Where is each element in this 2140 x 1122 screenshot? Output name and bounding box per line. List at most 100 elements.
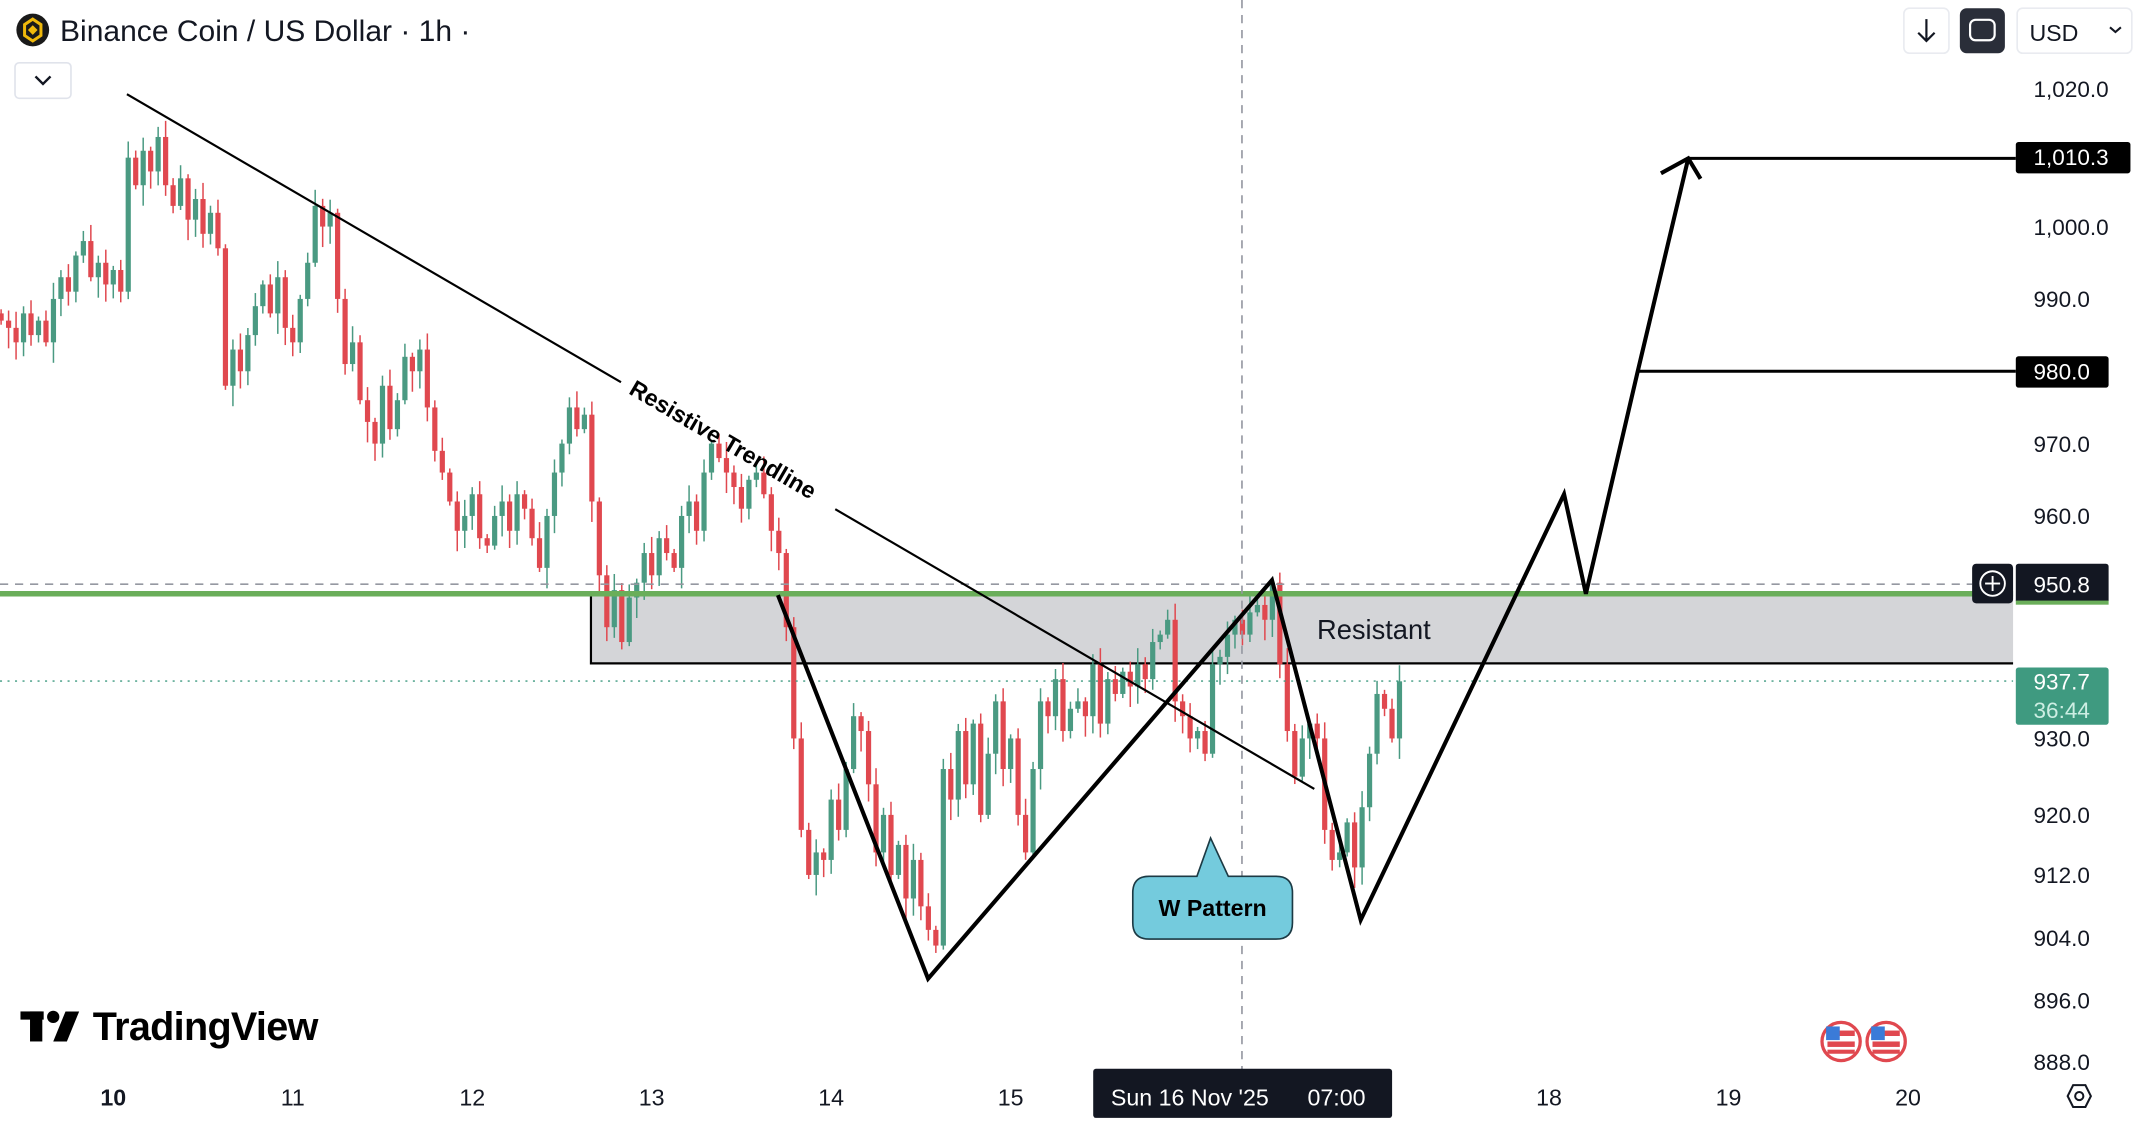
candle[interactable] xyxy=(1150,642,1156,680)
candle[interactable] xyxy=(880,814,887,853)
candle[interactable] xyxy=(761,472,767,495)
candle[interactable] xyxy=(492,515,498,546)
candle[interactable] xyxy=(297,298,303,343)
candle[interactable] xyxy=(417,349,423,372)
candle[interactable] xyxy=(1359,807,1365,868)
candle[interactable] xyxy=(13,327,19,343)
candle[interactable] xyxy=(387,385,393,430)
candle[interactable] xyxy=(110,269,116,285)
candle[interactable] xyxy=(133,157,139,186)
candle[interactable] xyxy=(177,178,184,206)
candle[interactable] xyxy=(379,385,386,444)
candle[interactable] xyxy=(955,731,961,800)
candle[interactable] xyxy=(783,553,789,628)
candle[interactable] xyxy=(753,472,759,480)
candle[interactable] xyxy=(275,277,281,314)
candle[interactable] xyxy=(118,269,124,292)
candle[interactable] xyxy=(529,508,535,539)
w-pattern-callout[interactable]: W Pattern xyxy=(1131,835,1294,940)
candle[interactable] xyxy=(798,738,804,830)
candle[interactable] xyxy=(656,538,662,576)
candle[interactable] xyxy=(708,443,715,473)
us-economic-event-icon[interactable] xyxy=(1865,1020,1907,1063)
candle[interactable] xyxy=(245,335,251,372)
candle[interactable] xyxy=(327,212,333,227)
candle[interactable] xyxy=(50,298,57,343)
candle[interactable] xyxy=(1187,716,1193,739)
candle[interactable] xyxy=(409,356,415,372)
candle[interactable] xyxy=(813,852,819,875)
candle[interactable] xyxy=(1067,708,1074,732)
candle[interactable] xyxy=(155,136,161,172)
tradingview-logo[interactable]: TradingView xyxy=(20,1005,319,1049)
candle[interactable] xyxy=(1090,664,1096,717)
candle[interactable] xyxy=(1157,634,1163,643)
candle[interactable] xyxy=(1000,701,1006,770)
candle[interactable] xyxy=(1396,681,1403,739)
candle[interactable] xyxy=(671,553,677,568)
candle[interactable] xyxy=(1015,738,1021,815)
candle[interactable] xyxy=(895,844,902,875)
candle[interactable] xyxy=(342,298,348,365)
candle[interactable] xyxy=(836,799,842,830)
candle[interactable] xyxy=(910,859,917,899)
candle[interactable] xyxy=(619,590,625,643)
w-pattern-path[interactable] xyxy=(776,157,1691,983)
candle[interactable] xyxy=(35,320,42,336)
candle[interactable] xyxy=(701,472,707,531)
candle[interactable] xyxy=(993,701,999,754)
candle[interactable] xyxy=(5,320,12,328)
currency-select[interactable]: USD xyxy=(2016,7,2133,55)
candle[interactable] xyxy=(163,136,169,186)
candle[interactable] xyxy=(484,538,490,546)
resistance-zone[interactable] xyxy=(590,593,2014,664)
candle[interactable] xyxy=(364,400,371,422)
symbol-title[interactable]: Binance Coin / US Dollar · 1h · xyxy=(60,15,470,48)
candle[interactable] xyxy=(215,212,221,249)
candle[interactable] xyxy=(1329,829,1335,860)
candle[interactable] xyxy=(499,501,505,516)
candle[interactable] xyxy=(1030,769,1036,853)
candle[interactable] xyxy=(679,515,685,568)
candle[interactable] xyxy=(1112,679,1118,694)
candle[interactable] xyxy=(58,277,64,299)
candle[interactable] xyxy=(604,575,610,628)
candle[interactable] xyxy=(566,407,573,444)
candle[interactable] xyxy=(454,501,460,531)
candle[interactable] xyxy=(1337,852,1343,860)
candle[interactable] xyxy=(1097,664,1103,724)
candle[interactable] xyxy=(312,205,318,263)
candle[interactable] xyxy=(148,150,154,172)
candle[interactable] xyxy=(731,472,737,488)
candle[interactable] xyxy=(521,494,528,509)
candle[interactable] xyxy=(1075,701,1081,709)
candle[interactable] xyxy=(507,501,513,531)
candle[interactable] xyxy=(746,479,752,509)
candle[interactable] xyxy=(985,753,991,815)
candle[interactable] xyxy=(716,443,722,459)
candle[interactable] xyxy=(1344,822,1350,853)
candle[interactable] xyxy=(693,501,700,531)
candle[interactable] xyxy=(267,284,273,314)
candle[interactable] xyxy=(1292,731,1298,777)
scroll-to-latest-button[interactable] xyxy=(1903,7,1950,55)
candle[interactable] xyxy=(222,248,229,386)
candle[interactable] xyxy=(185,178,191,220)
candle[interactable] xyxy=(551,472,558,516)
candle[interactable] xyxy=(432,407,438,451)
candle[interactable] xyxy=(320,205,326,227)
candle[interactable] xyxy=(581,414,587,430)
candle[interactable] xyxy=(596,501,602,576)
candle[interactable] xyxy=(1269,582,1275,620)
candle[interactable] xyxy=(918,859,924,907)
candle[interactable] xyxy=(1105,679,1111,724)
candle[interactable] xyxy=(1194,731,1201,739)
candle[interactable] xyxy=(559,443,565,473)
candle[interactable] xyxy=(723,458,730,473)
candle[interactable] xyxy=(1037,701,1044,770)
candle[interactable] xyxy=(1135,664,1141,687)
candle[interactable] xyxy=(768,494,774,531)
candle[interactable] xyxy=(20,313,27,343)
candle[interactable] xyxy=(574,407,580,430)
candle[interactable] xyxy=(851,716,857,770)
